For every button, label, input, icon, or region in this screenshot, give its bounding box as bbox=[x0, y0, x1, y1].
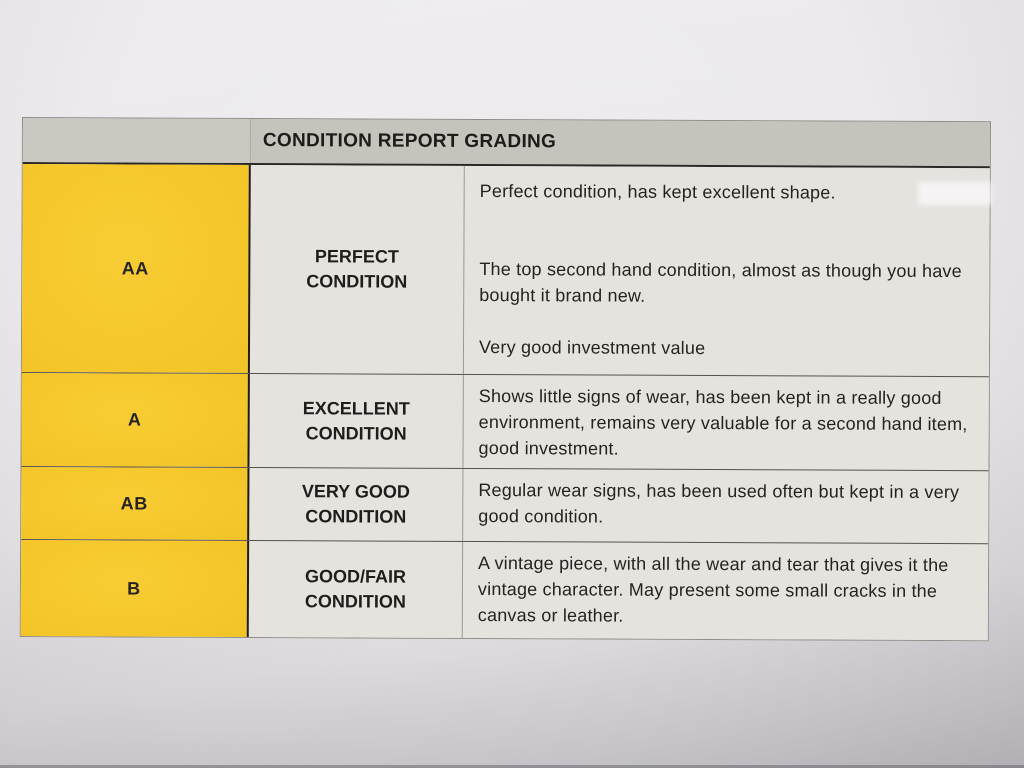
photo-bottom-edge bbox=[0, 765, 1024, 768]
description-cell: Regular wear signs, has been used often … bbox=[463, 469, 988, 543]
condition-line: CONDITION bbox=[305, 422, 407, 444]
condition-line: CONDITION bbox=[306, 271, 408, 292]
grade-cell-aa: AA bbox=[21, 164, 251, 373]
table-header-row: CONDITION REPORT GRADING bbox=[22, 118, 990, 169]
condition-line: CONDITION bbox=[304, 591, 406, 612]
grade-cell-b: B bbox=[20, 540, 250, 637]
condition-line: PERFECT bbox=[314, 246, 399, 267]
header-corner-cell bbox=[22, 118, 251, 163]
description-paragraph: Very good investment value bbox=[478, 336, 706, 358]
grade-label: AB bbox=[120, 492, 148, 514]
condition-name-cell: VERY GOOD CONDITION bbox=[249, 467, 464, 541]
condition-line: VERY GOOD bbox=[301, 481, 410, 502]
condition-grading-table: CONDITION REPORT GRADING AA PERFECT COND… bbox=[19, 117, 991, 642]
table-row-ab: AB VERY GOOD CONDITION Regular wear sign… bbox=[21, 466, 989, 544]
grade-label: AA bbox=[121, 257, 149, 279]
description-cell: Perfect condition, has kept excellent sh… bbox=[464, 166, 990, 376]
grade-cell-ab: AB bbox=[21, 467, 250, 540]
description-paragraph: The top second hand condition, almost as… bbox=[479, 258, 962, 306]
description-paragraph: Perfect condition, has kept excellent sh… bbox=[479, 180, 836, 203]
condition-line: CONDITION bbox=[305, 506, 407, 527]
description-cell: Shows little signs of wear, has been kep… bbox=[463, 375, 988, 470]
condition-line: GOOD/FAIR bbox=[304, 566, 407, 587]
condition-name-cell: PERFECT CONDITION bbox=[249, 164, 465, 374]
description-paragraph: Shows little signs of wear, has been kep… bbox=[478, 385, 968, 459]
condition-name-cell: GOOD/FAIR CONDITION bbox=[248, 540, 464, 638]
table-row-aa: AA PERFECT CONDITION Perfect condition, … bbox=[21, 164, 990, 377]
grade-cell-a: A bbox=[21, 373, 250, 467]
table-row-a: A EXCELLENT CONDITION Shows little signs… bbox=[21, 372, 989, 471]
table-title: CONDITION REPORT GRADING bbox=[262, 130, 557, 153]
condition-line: EXCELLENT bbox=[302, 397, 410, 419]
description-paragraph: Regular wear signs, has been used often … bbox=[478, 479, 960, 527]
description-paragraph: A vintage piece, with all the wear and t… bbox=[477, 552, 949, 626]
condition-name-cell: EXCELLENT CONDITION bbox=[249, 373, 464, 468]
grade-label: A bbox=[127, 409, 142, 430]
table-row-b: B GOOD/FAIR CONDITION A vintage piece, w… bbox=[20, 539, 989, 641]
grade-label: B bbox=[127, 577, 141, 599]
header-title-cell: CONDITION REPORT GRADING bbox=[251, 119, 990, 166]
description-cell: A vintage piece, with all the wear and t… bbox=[463, 542, 988, 640]
